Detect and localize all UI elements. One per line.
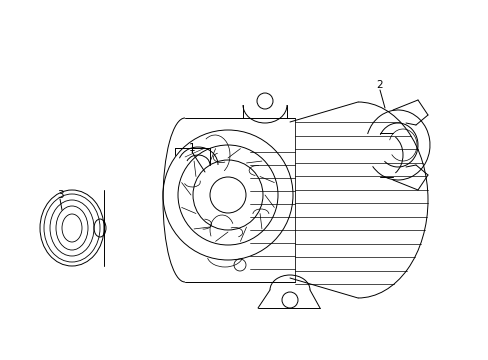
- Text: 1: 1: [188, 143, 195, 153]
- Text: 3: 3: [57, 190, 63, 200]
- Text: 2: 2: [376, 80, 383, 90]
